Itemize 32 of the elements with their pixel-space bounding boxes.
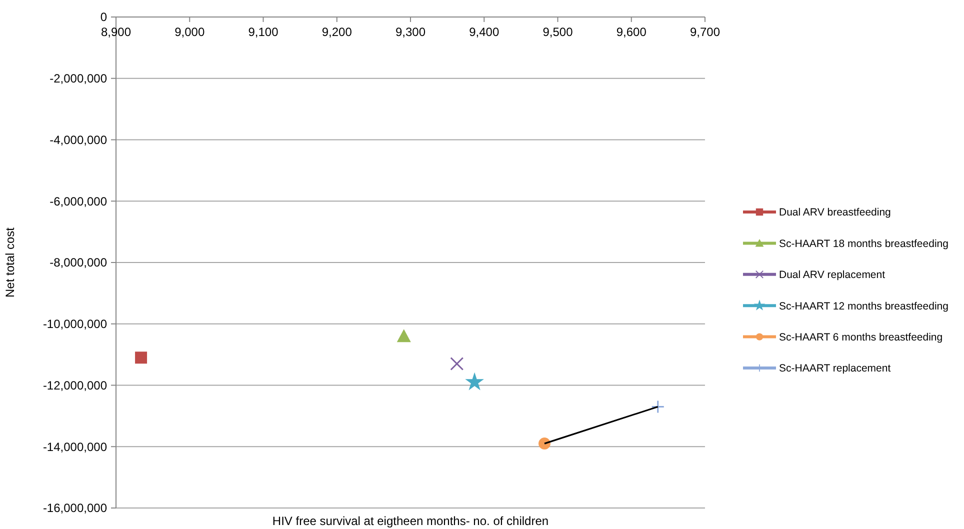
x-tick-label: 9,100 [248,25,279,39]
x-tick-label: 9,500 [542,25,574,39]
legend-label: Sc-HAART replacement [779,362,891,375]
y-tick-label: -8,000,000 [50,256,108,270]
y-axis-title: Net total cost [3,226,17,298]
x-tick-label: 9,400 [469,25,500,39]
y-tick-label: -2,000,000 [50,72,108,86]
x-tick-label: 9,600 [616,25,647,39]
x-axis-title: HIV free survival at eigtheen months- no. of children [272,514,549,528]
y-tick-label: -14,000,000 [42,440,108,454]
point [396,329,411,342]
y-tick-label: -12,000,000 [42,378,108,392]
x-tick-label: 9,200 [322,25,352,39]
legend-label: Sc-HAART 6 months breastfeeding [779,331,943,344]
y-tick-label: -10,000,000 [42,317,108,332]
legend-label: Dual ARV breastfeeding [779,206,892,219]
x-tick-label: 8,900 [100,25,132,39]
legend-label: Dual ARV replacement [779,269,886,282]
legend-label: Sc-HAART 12 months breastfeeding [779,300,949,312]
point [450,357,464,371]
point [465,372,484,390]
x-tick-label: 9,300 [395,25,426,39]
y-tick-label: 0 [100,10,108,24]
y-tick-label: -16,000,000 [42,501,108,516]
x-tick-label: 9,700 [690,25,720,39]
y-tick-label: -6,000,000 [50,194,108,208]
x-tick-label: 9,000 [174,25,205,39]
point [651,400,665,414]
y-tick-label: -4,000,000 [50,132,108,147]
point [538,438,550,450]
legend-label: Sc-HAART 18 months breastfeeding [779,238,949,250]
point [135,352,148,364]
